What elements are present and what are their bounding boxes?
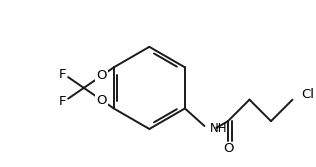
Text: F: F: [58, 95, 66, 108]
Text: F: F: [58, 68, 66, 81]
Text: O: O: [96, 94, 107, 107]
Text: NH: NH: [210, 122, 228, 135]
Text: O: O: [224, 142, 234, 155]
Text: O: O: [96, 69, 107, 82]
Text: Cl: Cl: [301, 88, 314, 101]
